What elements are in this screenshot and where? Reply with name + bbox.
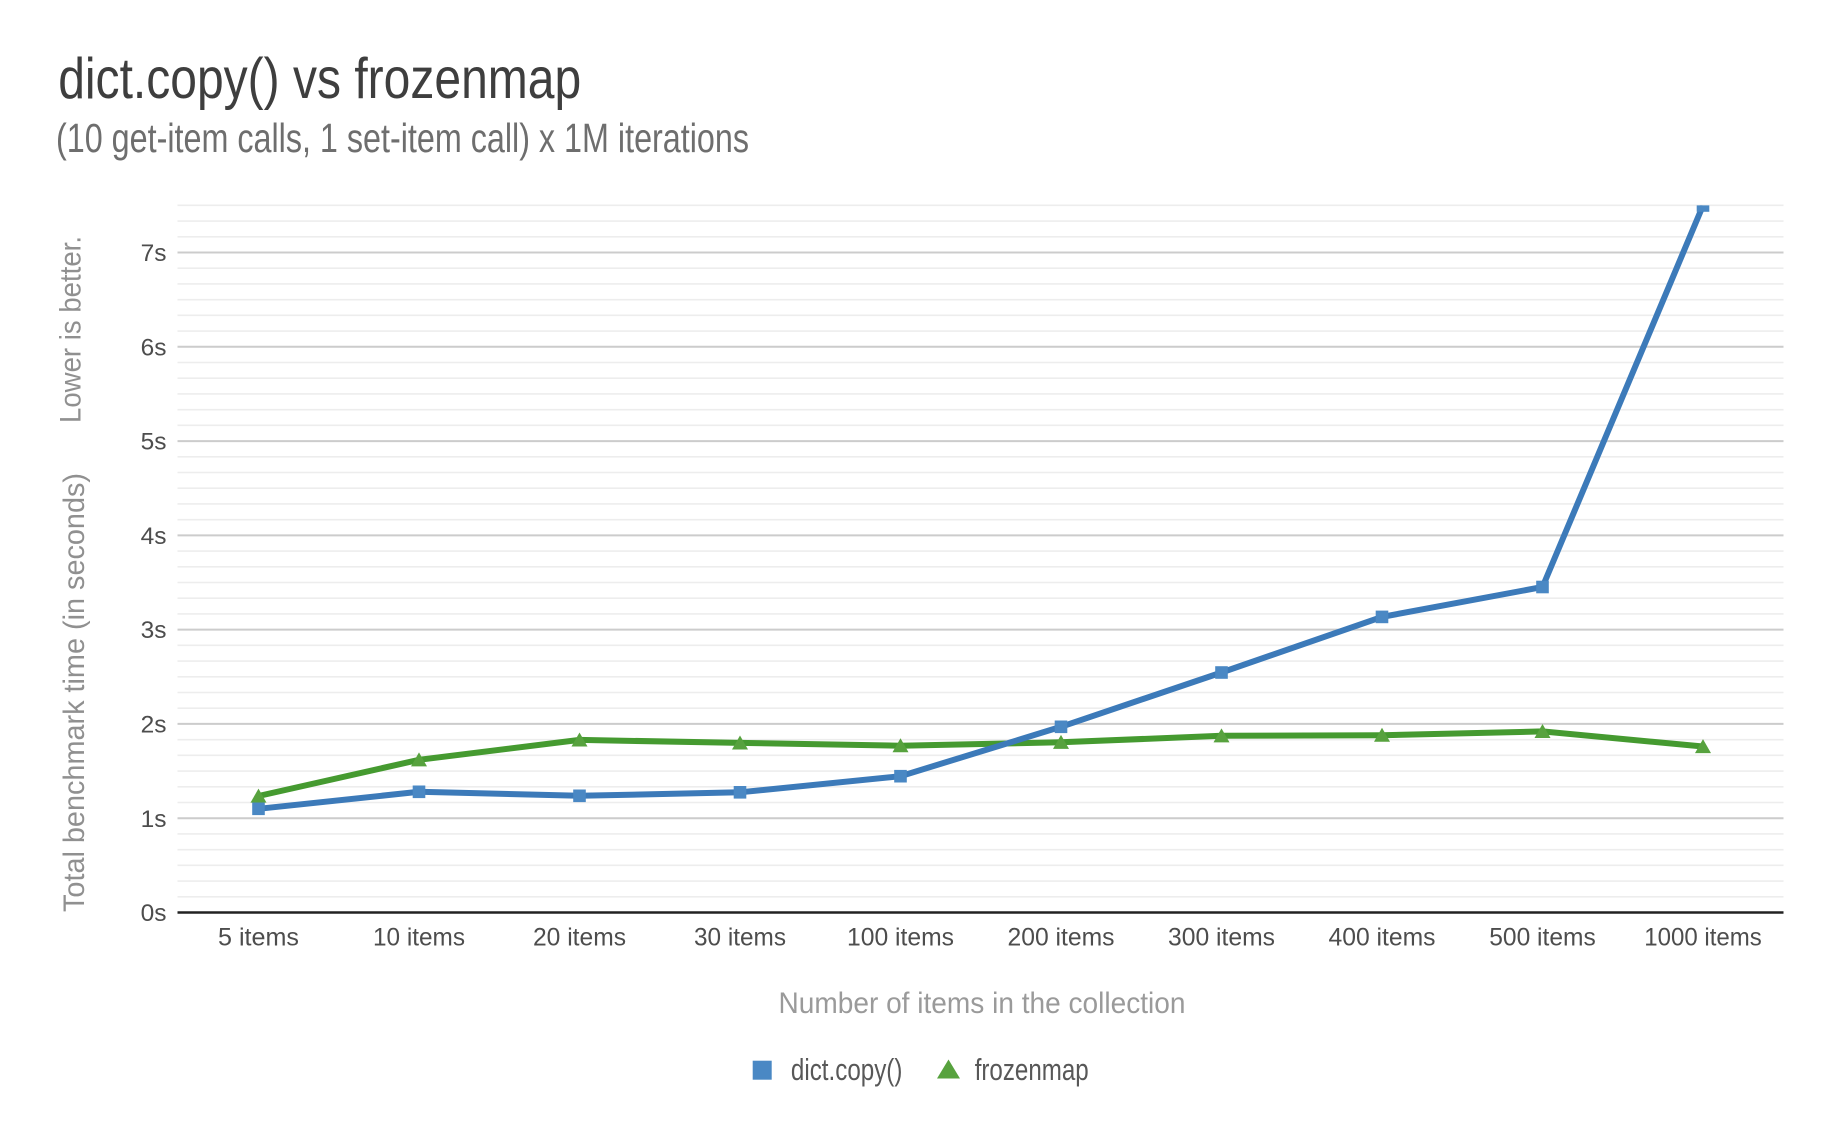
svg-text:3s: 3s — [141, 617, 167, 644]
svg-text:dict.copy(): dict.copy() — [791, 1052, 903, 1087]
svg-text:5 items: 5 items — [218, 924, 299, 952]
svg-text:Lower is better.: Lower is better. — [55, 236, 88, 423]
svg-text:5s: 5s — [141, 429, 167, 456]
svg-text:0s: 0s — [141, 900, 167, 927]
svg-text:10 items: 10 items — [373, 924, 465, 952]
svg-text:2s: 2s — [141, 712, 167, 739]
svg-text:30 items: 30 items — [694, 924, 786, 952]
svg-text:frozenmap: frozenmap — [975, 1052, 1089, 1087]
svg-text:Total benchmark time (in secon: Total benchmark time (in seconds) — [58, 473, 91, 912]
svg-text:dict.copy() vs frozenmap: dict.copy() vs frozenmap — [58, 47, 581, 111]
svg-text:100 items: 100 items — [847, 924, 954, 952]
svg-text:1s: 1s — [141, 806, 167, 833]
svg-text:300 items: 300 items — [1168, 924, 1275, 952]
svg-text:7s: 7s — [141, 240, 167, 267]
svg-text:(10 get-item calls, 1 set-item: (10 get-item calls, 1 set-item call) x 1… — [56, 115, 749, 161]
svg-text:6s: 6s — [141, 334, 167, 361]
svg-text:200 items: 200 items — [1008, 924, 1115, 952]
svg-text:1000 items: 1000 items — [1644, 924, 1762, 952]
svg-text:4s: 4s — [141, 523, 167, 550]
svg-text:500 items: 500 items — [1489, 924, 1596, 952]
svg-text:20 items: 20 items — [533, 924, 626, 952]
svg-text:400 items: 400 items — [1329, 924, 1436, 952]
svg-text:Number of items in the collect: Number of items in the collection — [779, 987, 1186, 1020]
